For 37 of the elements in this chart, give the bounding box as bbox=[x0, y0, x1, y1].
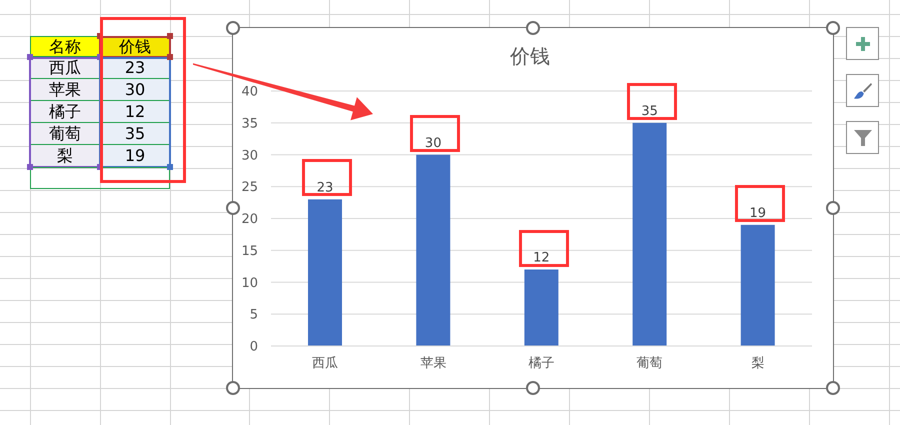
text: 名称 bbox=[30, 36, 100, 57]
category-label: 葡萄 bbox=[30, 123, 100, 145]
data-label: 12 bbox=[533, 250, 550, 266]
y-tick-label: 25 bbox=[241, 180, 258, 196]
x-tick-label: 橘子 bbox=[528, 356, 554, 372]
y-tick-label: 0 bbox=[250, 340, 258, 355]
x-tick-label: 葡萄 bbox=[636, 356, 663, 372]
bar bbox=[632, 122, 667, 346]
x-tick-label: 苹果 bbox=[420, 356, 446, 372]
data-label: 35 bbox=[100, 123, 170, 145]
x-tick-label: 西瓜 bbox=[312, 356, 338, 372]
category-label: 梨 bbox=[30, 145, 100, 167]
bar bbox=[740, 224, 775, 346]
bar bbox=[416, 154, 450, 346]
chart-title: 价钱 bbox=[509, 43, 551, 69]
text: 价钱 bbox=[100, 36, 170, 57]
y-tick-label: 15 bbox=[241, 244, 258, 259]
y-tick-label: 20 bbox=[241, 212, 258, 228]
category-label: 橘子 bbox=[30, 101, 100, 123]
data-label: 30 bbox=[424, 136, 442, 151]
bar bbox=[308, 199, 342, 346]
data-label: 35 bbox=[641, 104, 658, 119]
data-label: 23 bbox=[100, 57, 170, 79]
data-label: 19 bbox=[100, 145, 170, 167]
y-tick-label: 40 bbox=[241, 84, 258, 100]
y-tick-label: 30 bbox=[241, 148, 258, 164]
y-tick-label: 35 bbox=[241, 116, 258, 132]
bar bbox=[524, 270, 558, 346]
y-tick-label: 5 bbox=[250, 308, 258, 323]
data-label: 19 bbox=[750, 206, 766, 221]
x-tick-label: 梨 bbox=[751, 356, 764, 372]
data-label: 30 bbox=[100, 79, 170, 101]
y-tick-label: 10 bbox=[241, 276, 258, 291]
category-label: 苹果 bbox=[30, 79, 100, 101]
data-label: 23 bbox=[316, 180, 334, 196]
data-label: 12 bbox=[100, 101, 170, 123]
category-label: 西瓜 bbox=[30, 57, 100, 79]
